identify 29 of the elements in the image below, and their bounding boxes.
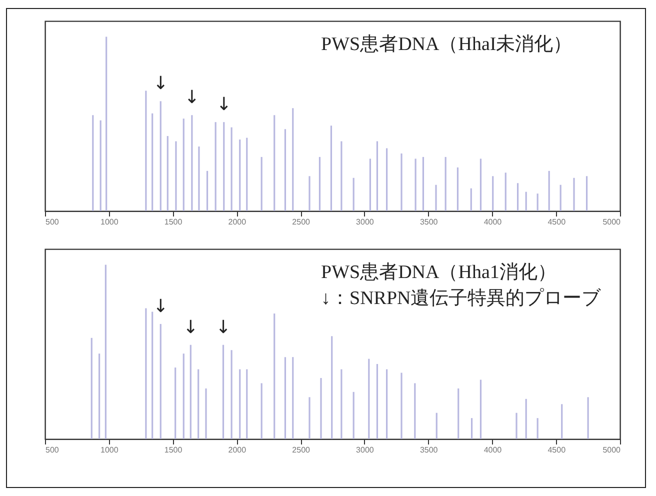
x-tick-label: 1000	[100, 446, 119, 454]
x-tick-label: 3500	[420, 218, 438, 226]
x-tick-label: 2500	[292, 218, 311, 226]
x-tick-label: 1500	[164, 446, 183, 454]
x-tick-label: 4500	[548, 218, 566, 226]
x-tick-label: 3500	[420, 446, 438, 454]
annotation: ↓	[183, 316, 198, 338]
x-tick-label: 1000	[100, 218, 119, 226]
x-tick-label: 3000	[356, 218, 374, 226]
x-tick-label: 2000	[228, 218, 247, 226]
annotation: ↓：SNRPN遺伝子特異的プローブ	[321, 288, 602, 309]
annotation: ↓	[216, 94, 232, 116]
annotation: PWS患者DNA（HhaI未消化）	[321, 34, 572, 55]
x-tick-label: 5000	[602, 446, 622, 454]
x-tick-label: 2000	[228, 446, 247, 454]
annotation: ↓	[184, 87, 200, 108]
x-tick-label: 3000	[356, 446, 374, 454]
x-tick-label: 1500	[164, 218, 183, 226]
x-tick-label: 4500	[548, 446, 566, 454]
x-tick-label: 500	[46, 218, 60, 226]
x-tick-label: 4000	[484, 218, 502, 226]
annotation: ↓	[153, 73, 168, 94]
x-tick-label: 2500	[292, 446, 311, 454]
annotation: ↓	[153, 296, 168, 317]
x-tick-label: 500	[46, 446, 60, 454]
annotation: ↓	[216, 316, 231, 338]
x-tick-label: 4000	[484, 446, 502, 454]
x-tick-label: 5000	[602, 218, 622, 226]
annotation: PWS患者DNA（Hha1消化）	[321, 262, 556, 283]
